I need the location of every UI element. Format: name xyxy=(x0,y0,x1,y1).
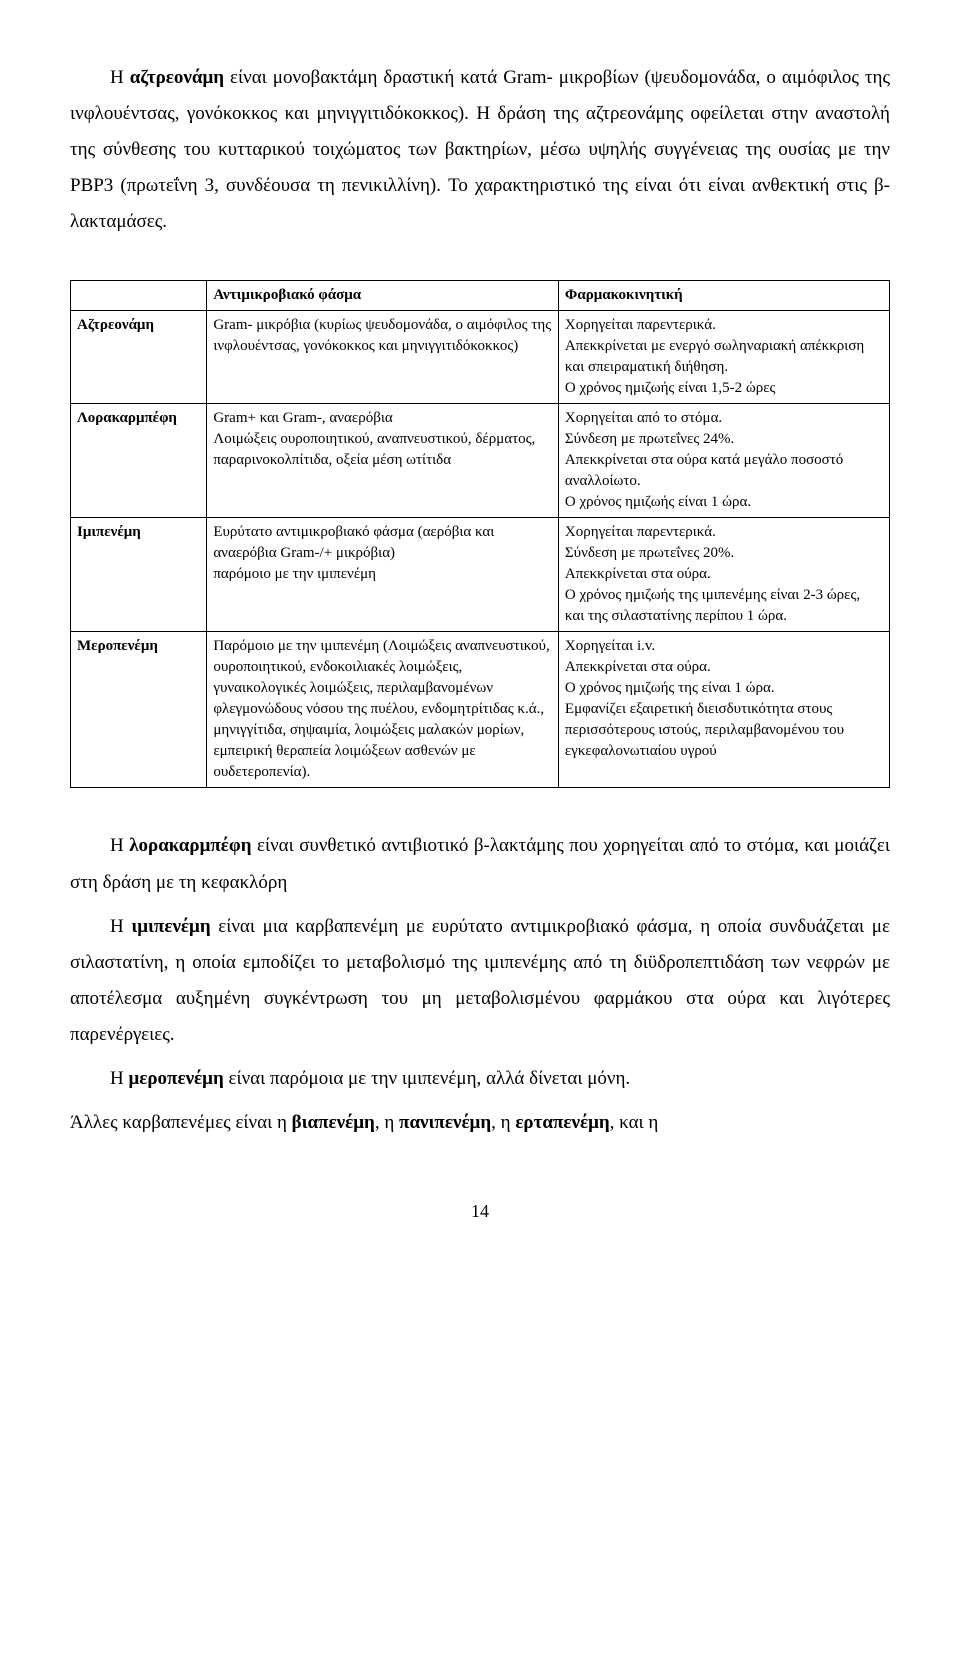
page-number: 14 xyxy=(70,1201,890,1222)
table-header-row: Αντιμικροβιακό φάσμα Φαρμακοκινητική xyxy=(71,281,890,311)
row-pk: Χορηγείται παρεντερικά.Απεκκρίνεται με ε… xyxy=(558,311,889,404)
drug-name: ιμιπενέμη xyxy=(131,916,210,937)
row-name: Ιμιπενέμη xyxy=(71,518,207,632)
text: , και η xyxy=(610,1112,659,1133)
table-row: Μεροπενέμη Παρόμοιο με την ιμιπενέμη (Λο… xyxy=(71,632,890,788)
row-spectrum: Ευρύτατο αντιμικροβιακό φάσμα (αερόβια κ… xyxy=(207,518,559,632)
after-paragraph-4: Άλλες καρβαπενέμες είναι η βιαπενέμη, η … xyxy=(70,1105,890,1141)
row-spectrum: Gram- μικρόβια (κυρίως ψευδομονάδα, ο αι… xyxy=(207,311,559,404)
text: , η xyxy=(375,1112,399,1133)
row-name: Αζτρεονάμη xyxy=(71,311,207,404)
drug-name: πανιπενέμη xyxy=(399,1112,491,1133)
drug-name: λορακαρμπέφη xyxy=(129,835,251,856)
table-row: Αζτρεονάμη Gram- μικρόβια (κυρίως ψευδομ… xyxy=(71,311,890,404)
header-empty xyxy=(71,281,207,311)
drug-name: βιαπενέμη xyxy=(292,1112,375,1133)
row-name: Μεροπενέμη xyxy=(71,632,207,788)
header-spectrum: Αντιμικροβιακό φάσμα xyxy=(207,281,559,311)
table-row: Ιμιπενέμη Ευρύτατο αντιμικροβιακό φάσμα … xyxy=(71,518,890,632)
text: Η xyxy=(110,1068,128,1089)
after-paragraph-3: Η μεροπενέμη είναι παρόμοια με την ιμιπε… xyxy=(70,1061,890,1097)
drug-name: μεροπενέμη xyxy=(128,1068,223,1089)
after-paragraph-1: Η λορακαρμπέφη είναι συνθετικό αντιβιοτι… xyxy=(70,828,890,900)
drug-name: αζτρεονάμη xyxy=(130,67,224,88)
row-name: Λορακαρμπέφη xyxy=(71,404,207,518)
text: Η xyxy=(110,916,131,937)
antibiotics-table: Αντιμικροβιακό φάσμα Φαρμακοκινητική Αζτ… xyxy=(70,280,890,788)
row-pk: Χορηγείται παρεντερικά.Σύνδεση με πρωτεΐ… xyxy=(558,518,889,632)
row-spectrum: Παρόμοιο με την ιμιπενέμη (Λοιμώξεις ανα… xyxy=(207,632,559,788)
table-row: Λορακαρμπέφη Gram+ και Gram-, αναερόβιαΛ… xyxy=(71,404,890,518)
row-pk: Χορηγείται από το στόμα.Σύνδεση με πρωτε… xyxy=(558,404,889,518)
text: είναι μονοβακτάμη δραστική κατά Gram- μι… xyxy=(70,67,890,232)
text: Η xyxy=(110,67,130,88)
row-spectrum: Gram+ και Gram-, αναερόβιαΛοιμώξεις ουρο… xyxy=(207,404,559,518)
after-paragraph-2: Η ιμιπενέμη είναι μια καρβαπενέμη με ευρ… xyxy=(70,909,890,1053)
header-pk: Φαρμακοκινητική xyxy=(558,281,889,311)
text: Άλλες καρβαπενέμες είναι η xyxy=(70,1112,292,1133)
text: είναι παρόμοια με την ιμιπενέμη, αλλά δί… xyxy=(224,1068,630,1089)
text: Η xyxy=(110,835,129,856)
drug-name: ερταπενέμη xyxy=(515,1112,609,1133)
intro-paragraph: Η αζτρεονάμη είναι μονοβακτάμη δραστική … xyxy=(70,60,890,240)
row-pk: Χορηγείται i.v.Απεκκρίνεται στα ούρα.Ο χ… xyxy=(558,632,889,788)
text: , η xyxy=(491,1112,515,1133)
